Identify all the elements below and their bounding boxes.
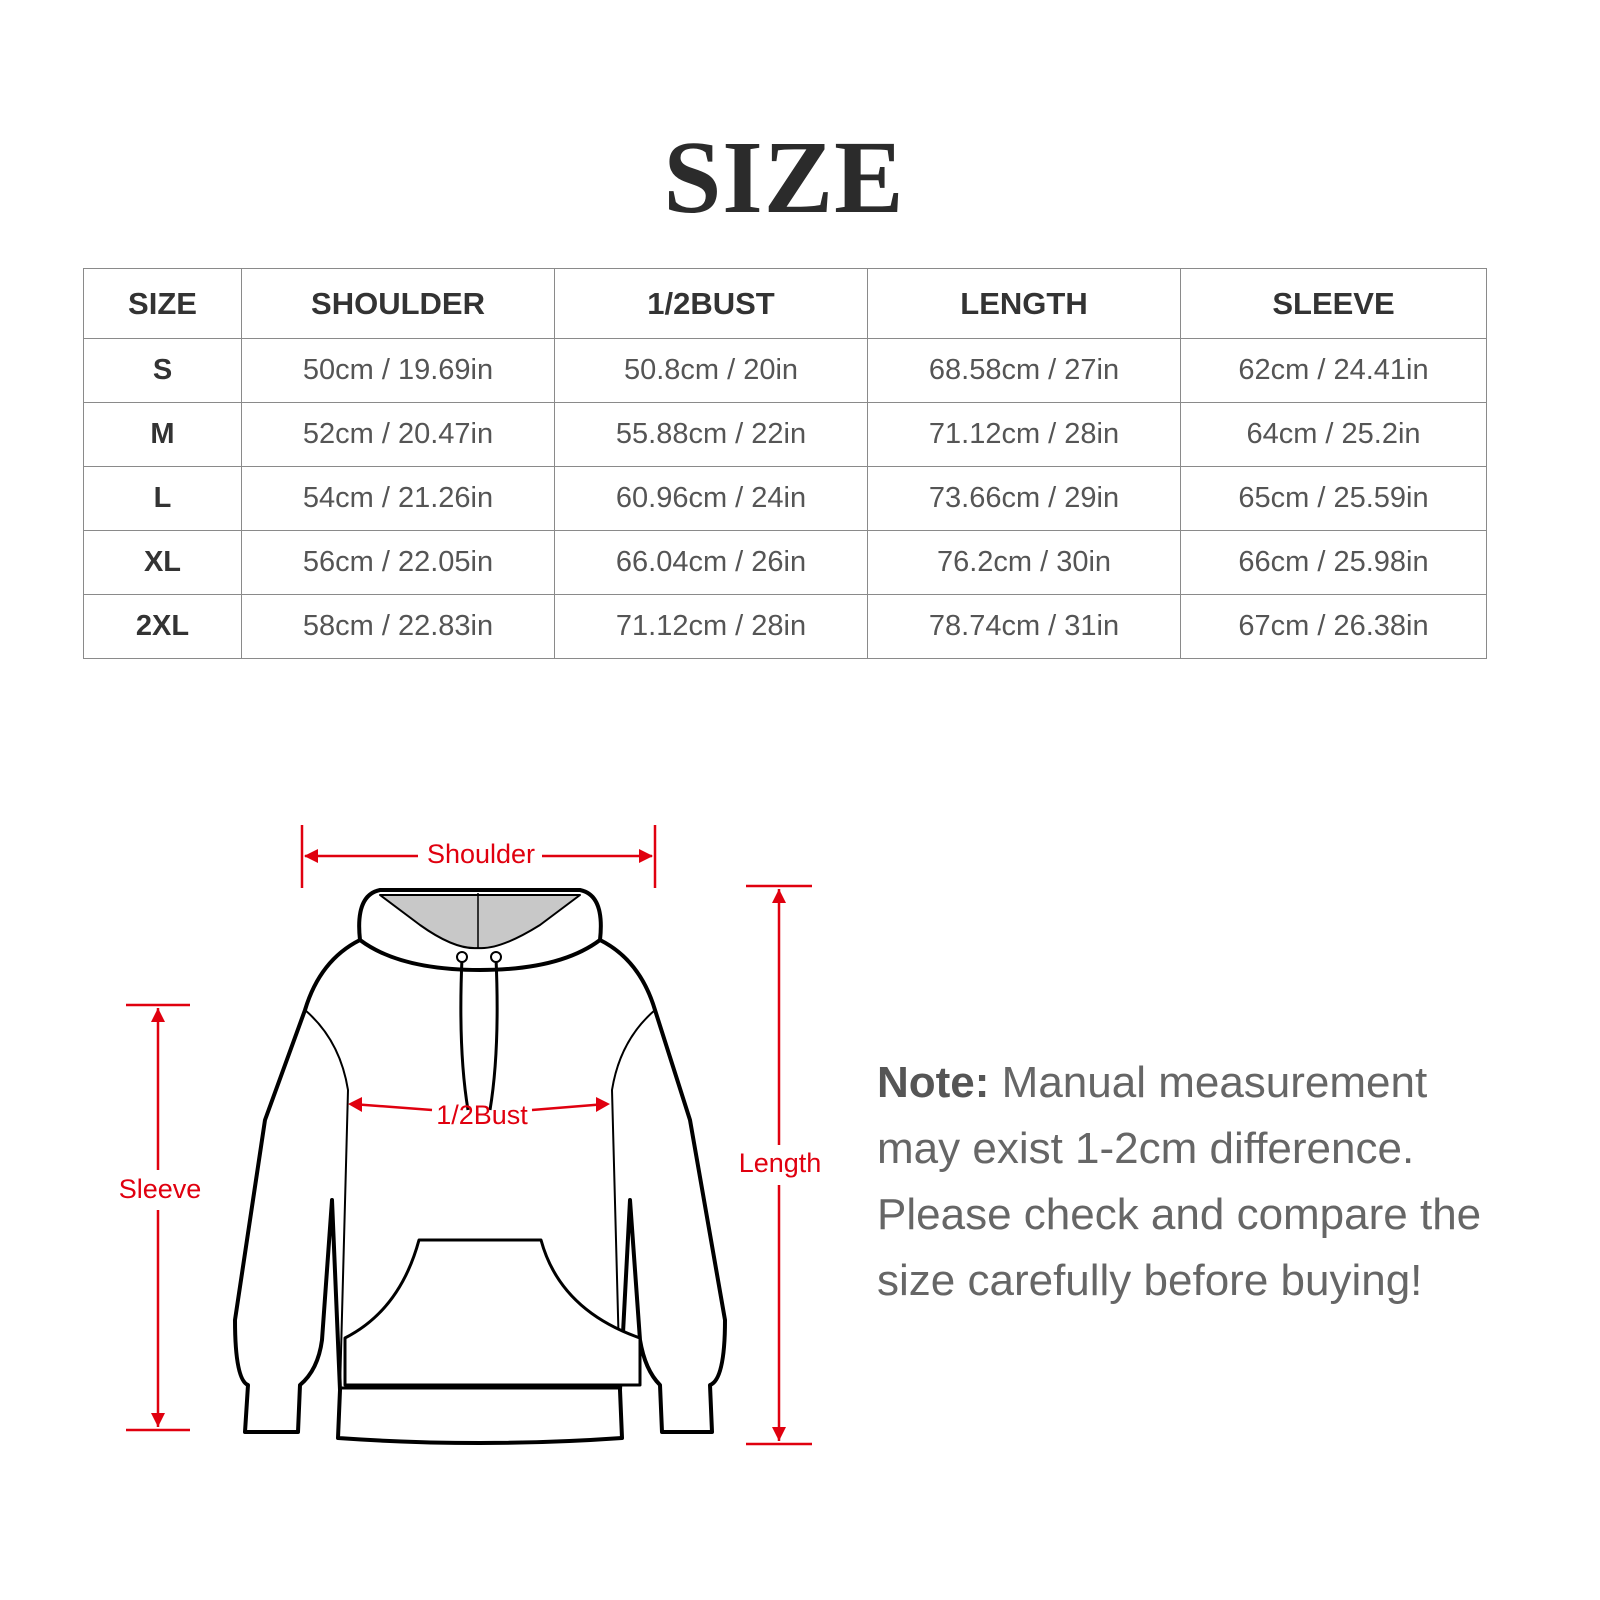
table-header-row: SIZE SHOULDER 1/2BUST LENGTH SLEEVE [83, 268, 1487, 339]
table-row: XL 56cm / 22.05in 66.04cm / 26in 76.2cm / 3… [83, 530, 1487, 595]
length-label: Length [739, 1148, 822, 1178]
measurement-annotations [126, 825, 812, 1446]
size-cell: 2XL [83, 594, 242, 659]
sleeve-label: Sleeve [119, 1174, 202, 1204]
measurement-cell: 71.12cm / 28in [554, 594, 868, 659]
table-row: L 54cm / 21.26in 60.96cm / 24in 73.66cm / 2… [83, 466, 1487, 531]
measurement-cell: 62cm / 24.41in [1180, 338, 1487, 403]
measurement-cell: 71.12cm / 28in [867, 402, 1181, 467]
shoulder-label: Shoulder [427, 839, 535, 869]
size-table: SIZE SHOULDER 1/2BUST LENGTH SLEEVE S 50c… [83, 268, 1487, 659]
measurement-cell: 76.2cm / 30in [867, 530, 1181, 595]
size-cell: M [83, 402, 242, 467]
page-title: SIZE [663, 120, 905, 235]
measurement-cell: 58cm / 22.83in [241, 594, 555, 659]
size-cell: S [83, 338, 242, 403]
measurement-cell: 67cm / 26.38in [1180, 594, 1487, 659]
table-row: S 50cm / 19.69in 50.8cm / 20in 68.58cm / 27… [83, 338, 1487, 403]
header-size: SIZE [83, 268, 242, 339]
measurement-cell: 60.96cm / 24in [554, 466, 868, 531]
note-text: Manual measurement may exist 1-2cm diffe… [877, 1058, 1482, 1305]
measurement-cell: 50.8cm / 20in [554, 338, 868, 403]
table-row: M 52cm / 20.47in 55.88cm / 22in 71.12cm / 2… [83, 402, 1487, 467]
header-length: LENGTH [867, 268, 1181, 339]
measurement-cell: 64cm / 25.2in [1180, 402, 1487, 467]
bust-label: 1/2Bust [436, 1100, 528, 1130]
note-label: Note: [877, 1058, 990, 1107]
measurement-cell: 65cm / 25.59in [1180, 466, 1487, 531]
measurement-cell: 66.04cm / 26in [554, 530, 868, 595]
header-bust: 1/2BUST [554, 268, 868, 339]
hoodie-illustration [233, 888, 727, 1445]
measurement-cell: 56cm / 22.05in [241, 530, 555, 595]
measurement-cell: 54cm / 21.26in [241, 466, 555, 531]
size-cell: L [83, 466, 242, 531]
measurement-note: Note: Manual measurement may exist 1-2cm… [877, 1050, 1497, 1314]
measurement-cell: 73.66cm / 29in [867, 466, 1181, 531]
measurement-cell: 78.74cm / 31in [867, 594, 1181, 659]
measurement-cell: 66cm / 25.98in [1180, 530, 1487, 595]
measurement-cell: 55.88cm / 22in [554, 402, 868, 467]
table-row: 2XL 58cm / 22.83in 71.12cm / 28in 78.74cm /… [83, 594, 1487, 659]
measurement-cell: 50cm / 19.69in [241, 338, 555, 403]
measurement-cell: 52cm / 20.47in [241, 402, 555, 467]
header-sleeve: SLEEVE [1180, 268, 1487, 339]
